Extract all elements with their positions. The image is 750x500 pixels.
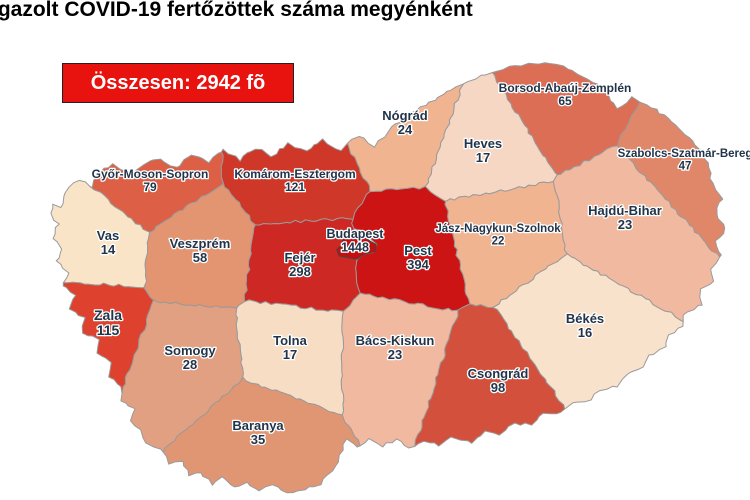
svg-text:Borsod-Abaúj-Zemplén: Borsod-Abaúj-Zemplén	[499, 81, 632, 95]
svg-text:Pest: Pest	[404, 243, 432, 258]
svg-text:Szabolcs-Szatmár-Bereg: Szabolcs-Szatmár-Bereg	[618, 148, 750, 160]
svg-text:Komárom-Esztergom: Komárom-Esztergom	[234, 167, 355, 181]
svg-text:Vas: Vas	[97, 228, 119, 243]
svg-text:35: 35	[251, 432, 265, 447]
svg-text:14: 14	[101, 242, 116, 257]
svg-text:23: 23	[618, 217, 632, 232]
svg-text:58: 58	[193, 250, 207, 265]
svg-text:16: 16	[578, 325, 592, 340]
svg-text:17: 17	[283, 347, 297, 362]
svg-text:Somogy: Somogy	[164, 343, 216, 358]
svg-text:Budapest: Budapest	[327, 227, 385, 241]
svg-text:Baranya: Baranya	[232, 418, 284, 433]
svg-text:Veszprém: Veszprém	[170, 236, 231, 251]
svg-text:Békés: Békés	[566, 311, 604, 326]
svg-text:Csongrád: Csongrád	[468, 366, 529, 381]
svg-text:394: 394	[407, 257, 429, 272]
svg-text:28: 28	[183, 357, 197, 372]
svg-text:Hajdú-Bihar: Hajdú-Bihar	[588, 203, 662, 218]
svg-text:47: 47	[679, 161, 692, 173]
svg-text:Fejér: Fejér	[284, 250, 315, 265]
svg-text:115: 115	[97, 322, 120, 338]
svg-text:Bács-Kiskun: Bács-Kiskun	[356, 333, 435, 348]
svg-text:22: 22	[492, 236, 505, 248]
svg-text:Zala: Zala	[94, 307, 122, 323]
svg-text:Győr-Moson-Sopron: Győr-Moson-Sopron	[92, 167, 209, 181]
svg-text:Tolna: Tolna	[273, 333, 307, 348]
svg-text:17: 17	[476, 150, 490, 165]
svg-text:121: 121	[285, 180, 305, 194]
svg-text:79: 79	[143, 180, 157, 194]
svg-text:1448: 1448	[341, 241, 369, 255]
svg-text:298: 298	[289, 264, 311, 279]
svg-text:23: 23	[388, 347, 402, 362]
svg-text:24: 24	[398, 122, 413, 137]
svg-text:Jász-Nagykun-Szolnok: Jász-Nagykun-Szolnok	[435, 223, 561, 235]
svg-text:65: 65	[558, 94, 572, 108]
svg-text:Nógrád: Nógrád	[382, 108, 428, 123]
svg-text:Heves: Heves	[464, 136, 502, 151]
svg-text:98: 98	[491, 380, 505, 395]
